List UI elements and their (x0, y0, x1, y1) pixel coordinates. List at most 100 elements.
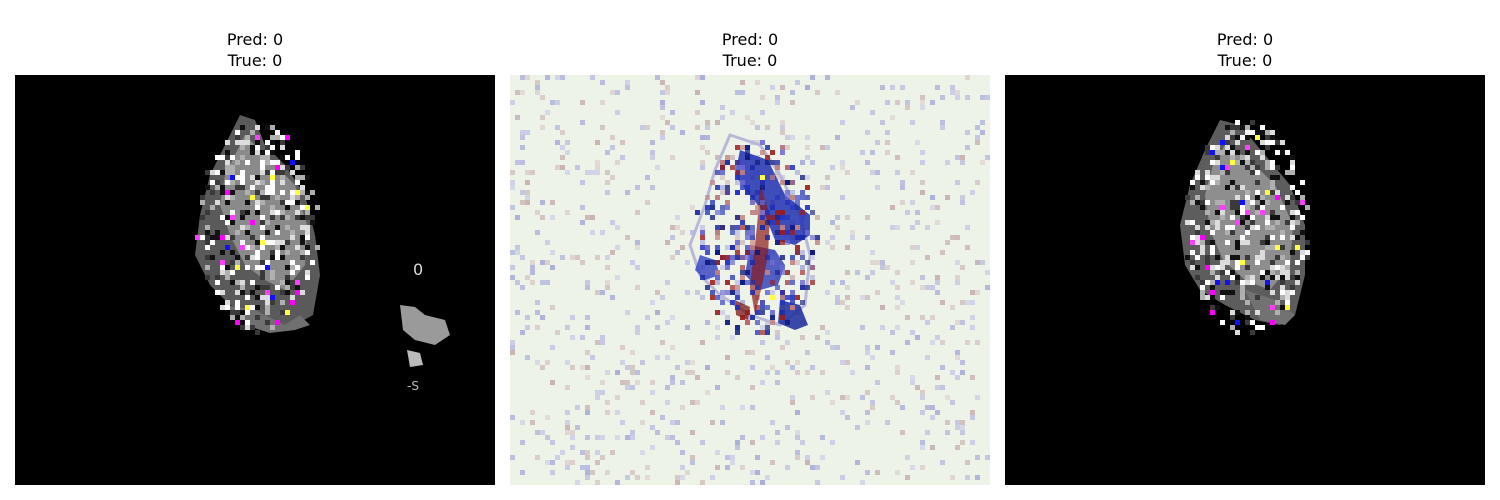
pixel (785, 195, 790, 200)
pixel (840, 395, 845, 400)
pixel (1250, 120, 1255, 125)
pixel (935, 280, 940, 285)
pixel (735, 280, 740, 285)
pixel (1205, 220, 1210, 225)
pixel (295, 285, 300, 290)
pixel (215, 230, 220, 235)
pixel (1235, 185, 1240, 190)
pixel (690, 455, 695, 460)
pixel (680, 380, 685, 385)
pixel (1235, 255, 1240, 260)
pixel (960, 360, 965, 365)
pixel (785, 360, 790, 365)
pixel (740, 280, 745, 285)
pixel (780, 145, 785, 150)
pixel (225, 155, 230, 160)
pixel (740, 220, 745, 225)
pixel (260, 215, 265, 220)
pixel (235, 290, 240, 295)
pixel (540, 95, 545, 100)
pixel (1230, 255, 1235, 260)
pixel (720, 310, 725, 315)
pixel (1245, 300, 1250, 305)
pixel (1280, 265, 1285, 270)
pixel (750, 165, 755, 170)
pixel (550, 460, 555, 465)
pixel (745, 245, 750, 250)
pixel (835, 135, 840, 140)
pixel (1270, 180, 1275, 185)
pixel (1215, 265, 1220, 270)
pixel (910, 200, 915, 205)
pixel (565, 460, 570, 465)
pixel (1295, 245, 1300, 250)
pixel (915, 220, 920, 225)
pixel (905, 315, 910, 320)
pixel (290, 200, 295, 205)
pixel (775, 335, 780, 340)
pixel (305, 225, 310, 230)
pixel (670, 420, 675, 425)
pixel (230, 215, 235, 220)
true-label: True: 0 (1217, 51, 1273, 70)
pixel (205, 235, 210, 240)
pixel (790, 275, 795, 280)
pixel (275, 135, 280, 140)
pixel (585, 170, 590, 175)
pixel (565, 140, 570, 145)
pixel (1235, 220, 1240, 225)
pixel (270, 300, 275, 305)
pixel (780, 345, 785, 350)
pixel (605, 170, 610, 175)
pixel (595, 290, 600, 295)
pixel (1290, 160, 1295, 165)
pixel (880, 305, 885, 310)
pixel (705, 150, 710, 155)
pixel (520, 200, 525, 205)
pixel (265, 125, 270, 130)
pixel (610, 135, 615, 140)
pixel (1275, 255, 1280, 260)
pixel (1290, 275, 1295, 280)
pixel (865, 350, 870, 355)
pixel (1280, 305, 1285, 310)
pixel (925, 225, 930, 230)
pixel (285, 285, 290, 290)
pixel (750, 405, 755, 410)
pixel (290, 190, 295, 195)
pixel (925, 285, 930, 290)
pixel (835, 90, 840, 95)
pixel (535, 300, 540, 305)
pixel (935, 385, 940, 390)
pixel (1200, 280, 1205, 285)
pixel (1205, 240, 1210, 245)
pixel (645, 475, 650, 480)
pixel (740, 215, 745, 220)
pixel (280, 240, 285, 245)
pixel (1270, 235, 1275, 240)
pixel (305, 250, 310, 255)
pixel (735, 235, 740, 240)
pixel (1275, 195, 1280, 200)
pixel (1225, 270, 1230, 275)
pixel (685, 470, 690, 475)
pixel (1195, 255, 1200, 260)
pixel (705, 390, 710, 395)
pixel (805, 185, 810, 190)
pixel (835, 225, 840, 230)
pixel (655, 430, 660, 435)
pixel (845, 360, 850, 365)
pixel (245, 255, 250, 260)
pixel (595, 435, 600, 440)
pixel (740, 185, 745, 190)
pixel (755, 455, 760, 460)
pixel (740, 270, 745, 275)
panel-title: Pred: 0 True: 0 (510, 29, 990, 71)
pixel (780, 225, 785, 230)
pixel (825, 390, 830, 395)
pixel (855, 460, 860, 465)
pixel (870, 405, 875, 410)
pixel (1220, 165, 1225, 170)
pixel (805, 260, 810, 265)
pixel (885, 150, 890, 155)
